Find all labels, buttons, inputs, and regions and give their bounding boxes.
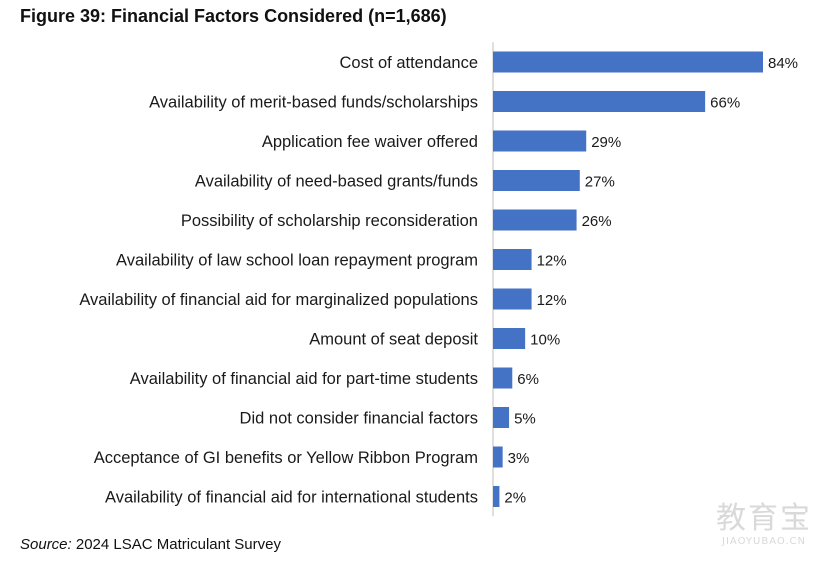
chart-title: Figure 39: Financial Factors Considered … <box>20 6 447 26</box>
data-label: 12% <box>537 253 567 270</box>
category-label: Availability of need-based grants/funds <box>195 173 478 191</box>
category-label: Availability of merit-based funds/schola… <box>149 94 478 112</box>
bar <box>493 486 500 507</box>
category-label: Cost of attendance <box>339 54 478 72</box>
bar <box>493 367 513 389</box>
category-label: Possibility of scholarship reconsiderati… <box>181 212 478 230</box>
data-label: 27% <box>585 174 615 191</box>
bar <box>493 407 510 428</box>
bar <box>493 130 587 152</box>
source-text: 2024 LSAC Matriculant Survey <box>75 536 281 553</box>
category-label: Availability of financial aid for margin… <box>79 291 478 309</box>
data-label: 10% <box>530 332 560 349</box>
bar <box>493 209 577 231</box>
data-label: 12% <box>537 292 567 309</box>
watermark-main: 教育宝 <box>716 501 812 536</box>
data-label: 84% <box>768 55 798 72</box>
bar <box>493 249 532 270</box>
watermark-sub: JIAOYUBAO.CN <box>722 536 806 547</box>
data-label: 29% <box>591 134 621 151</box>
category-label: Availability of financial aid for intern… <box>105 489 478 507</box>
bar <box>493 288 532 310</box>
data-label: 2% <box>504 490 526 507</box>
category-label: Amount of seat deposit <box>309 331 478 349</box>
data-label: 5% <box>514 411 536 428</box>
category-label: Acceptance of GI benefits or Yellow Ribb… <box>94 449 478 467</box>
data-label: 66% <box>710 95 740 112</box>
source-label: Source: <box>20 536 72 553</box>
category-label: Did not consider financial factors <box>240 410 478 428</box>
bar <box>493 170 580 191</box>
bar <box>493 446 503 468</box>
data-label: 3% <box>508 450 530 467</box>
bar <box>493 51 763 73</box>
data-label: 6% <box>517 371 539 388</box>
bar <box>493 328 526 349</box>
bar <box>493 91 706 112</box>
category-label: Application fee waiver offered <box>262 133 478 151</box>
data-label: 26% <box>582 213 612 230</box>
watermark-logo: 教育宝 JIAOYUBAO.CN <box>716 501 812 548</box>
category-label: Availability of law school loan repaymen… <box>116 252 478 270</box>
category-label: Availability of financial aid for part-t… <box>130 370 478 388</box>
source-note: Source: 2024 LSAC Matriculant Survey <box>20 536 281 553</box>
